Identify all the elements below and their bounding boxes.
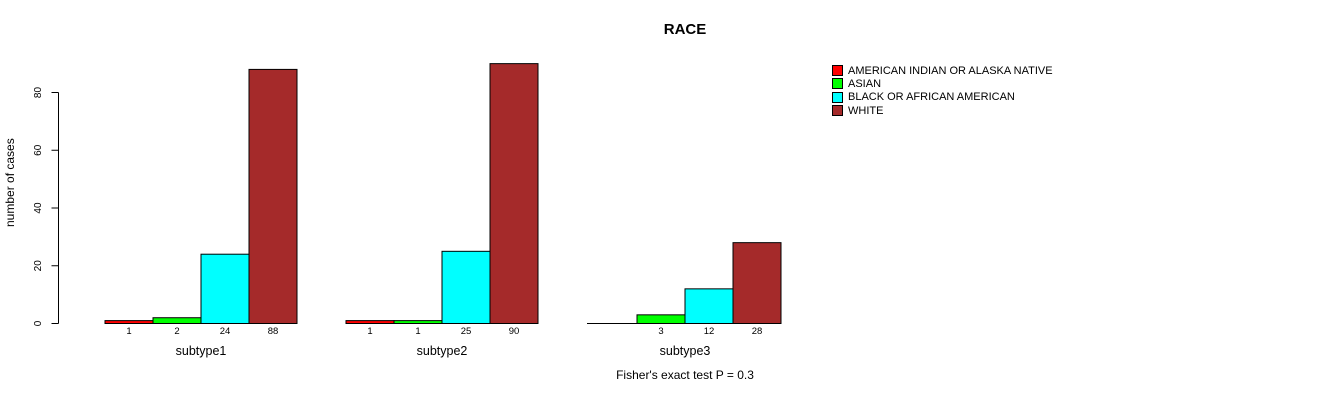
bar-value-label: 1 (126, 326, 131, 337)
bar-value-label: 88 (268, 326, 279, 337)
legend-color-swatch (832, 105, 843, 117)
legend-color-swatch (832, 65, 843, 77)
y-axis-label: number of cases (3, 138, 17, 227)
bar-subtype2-series-1 (393, 320, 443, 324)
chart-title: RACE (663, 21, 707, 38)
legend-item: AMERICAN INDIAN OR ALASKA NATIVE (832, 64, 1053, 77)
bar-value-label: 25 (461, 326, 472, 337)
legend-color-swatch (832, 91, 843, 103)
legend-label: ASIAN (848, 77, 882, 90)
bar-value-label: 1 (415, 326, 420, 337)
bar-value-label: 24 (220, 326, 231, 337)
bar-value-label: 12 (704, 326, 715, 337)
bar-value-label: 28 (752, 326, 763, 337)
bar-subtype1-series-3 (248, 68, 298, 325)
bar-subtype1-series-2 (200, 253, 250, 324)
bar-subtype2-series-2 (441, 250, 491, 324)
category-label-subtype2: subtype2 (417, 344, 468, 358)
bar-subtype3-series-1 (636, 314, 686, 324)
legend: AMERICAN INDIAN OR ALASKA NATIVE ASIAN BLA… (832, 64, 1053, 117)
category-label-subtype1: subtype1 (176, 344, 227, 358)
bar-subtype1-series-0 (104, 320, 154, 324)
legend-item: ASIAN (832, 77, 1053, 90)
y-axis-tick-label: 20 (33, 260, 44, 272)
legend-item: WHITE (832, 104, 1053, 117)
bar-subtype1-series-1 (152, 317, 202, 325)
bar-value-label: 3 (658, 326, 663, 337)
y-axis-tick-label: 80 (33, 87, 44, 99)
legend-label: WHITE (848, 104, 884, 117)
bar-value-label: 2 (174, 326, 179, 337)
legend-color-swatch (832, 78, 843, 90)
y-axis-tick-label: 40 (33, 202, 44, 214)
bar-value-label: 1 (367, 326, 372, 337)
y-axis-tick-label: 60 (33, 144, 44, 156)
category-label-subtype3: subtype3 (660, 344, 711, 358)
bar-subtype3-series-3 (732, 242, 782, 324)
y-axis-tick-label: 0 (33, 320, 44, 326)
bar-subtype2-series-0 (345, 320, 395, 324)
bar-subtype3-series-2 (684, 288, 734, 325)
legend-label: AMERICAN INDIAN OR ALASKA NATIVE (848, 64, 1053, 77)
legend-item: BLACK OR AFRICAN AMERICAN (832, 91, 1053, 104)
fisher-test-footnote: Fisher's exact test P = 0.3 (616, 368, 754, 382)
bar-value-label: 90 (509, 326, 520, 337)
legend-label: BLACK OR AFRICAN AMERICAN (848, 91, 1015, 104)
bar-subtype2-series-3 (489, 63, 539, 324)
